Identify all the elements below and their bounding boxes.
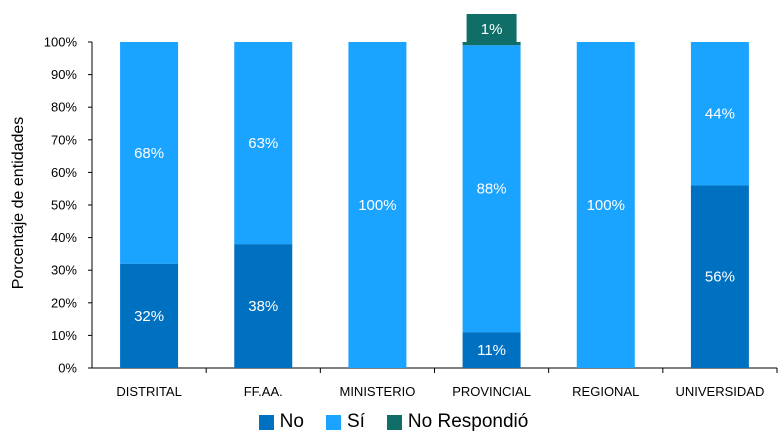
bar-segment xyxy=(234,244,293,368)
bar-segment xyxy=(462,45,521,333)
y-axis-label: Porcentaje de entidades xyxy=(10,117,27,290)
y-tick-label: 40% xyxy=(51,230,77,245)
data-label: 44% xyxy=(705,106,735,123)
data-label-box xyxy=(466,14,517,42)
bar-segment xyxy=(234,42,293,245)
legend-label: No Respondió xyxy=(407,411,529,432)
data-label: 68% xyxy=(134,145,164,162)
y-tick-label: 60% xyxy=(51,165,77,180)
legend-swatch xyxy=(258,414,274,430)
plot-area: 0% 10% 20% 30% 40% 50% 60% 70% 80% 90% 100% 32% 68% D… xyxy=(44,14,778,399)
legend-swatch xyxy=(386,414,402,430)
x-category-label: FF.AA. xyxy=(244,384,283,399)
legend-item: No xyxy=(251,411,304,433)
legend-label: Sí xyxy=(346,411,365,432)
bar-segment xyxy=(690,42,749,186)
legend: No Sí No Respondió xyxy=(0,409,779,435)
y-tick-label: 10% xyxy=(51,328,77,343)
stacked-bar-chart: Porcentaje de entidades 0% 10% 20% 30% 40% 50… xyxy=(10,14,778,399)
data-label: 1% xyxy=(481,21,503,38)
bar-segment xyxy=(120,42,179,264)
x-category-label: REGIONAL xyxy=(572,384,639,399)
bar-segment xyxy=(690,185,749,368)
data-label: 32% xyxy=(134,308,164,325)
data-label: 56% xyxy=(705,269,735,286)
data-label: 88% xyxy=(477,181,507,198)
legend-label: No xyxy=(279,411,304,432)
data-label: 63% xyxy=(248,135,278,152)
bar-segment xyxy=(348,42,407,368)
y-tick-label: 0% xyxy=(58,361,77,376)
x-category-label: UNIVERSIDAD xyxy=(675,384,764,399)
bar-segment xyxy=(462,332,521,368)
bar-segment xyxy=(462,42,521,46)
x-category-label: MINISTERIO xyxy=(339,384,415,399)
bar-segment xyxy=(576,42,635,368)
x-category-label: PROVINCIAL xyxy=(452,384,531,399)
y-tick-label: 70% xyxy=(51,132,77,147)
data-label: 100% xyxy=(358,197,396,214)
data-label: 100% xyxy=(587,197,625,214)
y-tick-label: 90% xyxy=(51,67,77,82)
legend-item: No Respondió xyxy=(379,411,528,433)
y-tick-label: 100% xyxy=(44,35,78,50)
bar-segment xyxy=(120,263,179,368)
x-category-label: DISTRITAL xyxy=(116,384,182,399)
data-label: 11% xyxy=(477,342,506,359)
y-tick-label: 30% xyxy=(51,263,77,278)
data-label: 38% xyxy=(248,298,278,315)
legend-swatch xyxy=(325,414,341,430)
y-tick-label: 50% xyxy=(51,198,77,213)
y-tick-label: 20% xyxy=(51,295,77,310)
legend-item: Sí xyxy=(318,411,365,433)
y-tick-label: 80% xyxy=(51,100,77,115)
